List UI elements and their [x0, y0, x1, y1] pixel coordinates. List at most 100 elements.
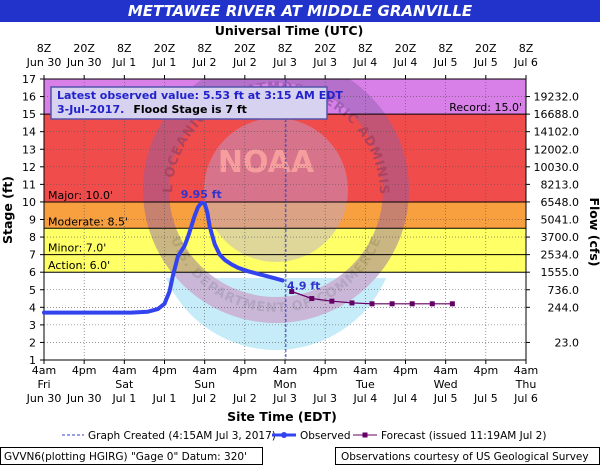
y-right-tick-label-8: 3700.0 [541, 231, 580, 244]
x-top-date-5: Jul 2 [232, 56, 257, 69]
x-top-time-1: 20Z [73, 42, 95, 55]
watermark-ring [143, 79, 409, 323]
forecast-point [349, 300, 355, 306]
x-bottom-day-12: Thu [515, 378, 537, 391]
x-top-time-11: 20Z [475, 42, 497, 55]
x-top-time-2: 8Z [117, 42, 132, 55]
x-bottom-day-10: Wed [434, 378, 458, 391]
y-left-tick-label-1: 1 [29, 354, 36, 367]
legend-observed-marker [281, 432, 287, 438]
observed-point [146, 310, 150, 314]
observed-point [196, 205, 200, 209]
forecast-point [409, 301, 415, 307]
y-right-tick-label-6: 1555.0 [541, 266, 580, 279]
x-top-date-11: Jul 5 [473, 56, 498, 69]
x-bottom-day-4: Sun [194, 378, 215, 391]
y-left-tick-label-15: 15 [22, 108, 36, 121]
x-bottom-time-1: 4pm [72, 364, 97, 377]
y-right-tick-label-2: 23.0 [555, 336, 580, 349]
x-bottom-time-8: 4am [353, 364, 377, 377]
x-bottom-time-2: 4am [112, 364, 136, 377]
x-top-time-9: 20Z [395, 42, 417, 55]
x-top-date-4: Jul 2 [192, 56, 217, 69]
info-date: 3-Jul-2017. [57, 103, 124, 116]
observed-point [62, 310, 66, 315]
x-bottom-day-8: Tue [355, 378, 375, 391]
x-bottom-date-10: Jul 5 [433, 392, 458, 405]
observed-point [95, 310, 100, 315]
observed-point [193, 214, 197, 218]
info-box: Latest observed value: 5.53 ft at 3:15 A… [50, 86, 343, 120]
observed-point [156, 307, 160, 311]
x-top-date-10: Jul 5 [433, 56, 458, 69]
x-top-time-12: 8Z [519, 42, 534, 55]
observed-point [223, 258, 227, 262]
x-top-date-6: Jul 3 [272, 56, 297, 69]
info-flood-stage-text: Flood Stage is 7 ft [133, 103, 247, 116]
observed-point [171, 274, 175, 278]
x-bottom-time-11: 4pm [473, 364, 498, 377]
legend: Graph Created (4:15AM Jul 3, 2017) Obser… [62, 430, 546, 442]
x-top-date-9: Jul 4 [393, 56, 418, 69]
x-bottom-time-3: 4pm [152, 364, 177, 377]
footer-datum: GVVN6(plotting HGIRG) "Gage 0" Datum: 32… [4, 451, 247, 463]
x-top-time-10: 8Z [438, 42, 453, 55]
x-bottom-day-6: Mon [273, 378, 296, 391]
chart-title: METTAWEE RIVER AT MIDDLE GRANVILLE [128, 2, 473, 20]
forecast-point [389, 301, 395, 307]
x-bottom-date-0: Jun 30 [26, 392, 62, 405]
y-right-title: Flow (cfs) [587, 197, 600, 266]
y-right-tick-label-11: 8213.0 [541, 178, 580, 191]
zone-label-action: Action: 6.0' [48, 259, 110, 272]
observed-point [162, 302, 167, 306]
forecast-start-label: 4.9 ft [287, 280, 320, 293]
watermark-noaa: NOAA [218, 145, 315, 180]
axes: 123456789101112131415161723.0244.0736.01… [22, 42, 579, 405]
x-bottom-time-12: 4am [514, 364, 538, 377]
y-right-tick-label-14: 14102.0 [534, 126, 580, 139]
observed-point [256, 272, 260, 276]
peak-label: 9.95 ft [181, 188, 222, 201]
y-right-tick-label-4: 244.0 [548, 301, 580, 314]
y-left-tick-label-16: 16 [22, 91, 36, 104]
x-top-date-2: Jul 1 [111, 56, 136, 69]
y-left-tick-label-10: 10 [22, 196, 36, 209]
y-left-title: Stage (ft) [0, 176, 15, 244]
forecast-point [309, 296, 315, 302]
observed-point [186, 235, 190, 239]
x-top-date-3: Jul 1 [152, 56, 177, 69]
x-bottom-time-6: 4am [273, 364, 297, 377]
x-top-time-7: 20Z [314, 42, 336, 55]
observed-point [167, 289, 172, 294]
bottom-axis-title: Site Time (EDT) [227, 409, 337, 424]
x-top-time-3: 20Z [154, 42, 176, 55]
observed-point [208, 224, 212, 229]
y-right-tick-label-5: 736.0 [548, 284, 580, 297]
observed-point [236, 266, 240, 270]
x-bottom-date-9: Jul 4 [393, 392, 418, 405]
x-top-date-8: Jul 4 [352, 56, 377, 69]
y-left-tick-label-12: 12 [22, 161, 36, 174]
y-left-tick-label-8: 8 [29, 231, 36, 244]
y-left-tick-label-6: 6 [29, 266, 36, 279]
observed-point [273, 276, 277, 280]
y-left-tick-label-7: 7 [29, 249, 36, 262]
x-bottom-day-0: Fri [37, 378, 50, 391]
observed-point [246, 269, 250, 273]
footer: GVVN6(plotting HGIRG) "Gage 0" Datum: 32… [0, 447, 600, 465]
x-bottom-date-11: Jul 5 [473, 392, 498, 405]
title-bar [0, 0, 600, 22]
x-top-time-5: 20Z [234, 42, 256, 55]
observed-point [218, 253, 222, 257]
x-bottom-time-0: 4am [32, 364, 56, 377]
y-right-tick-label-9: 5041.0 [541, 214, 580, 227]
footer-credit: Observations courtesy of US Geological S… [341, 451, 589, 463]
y-right-tick-label-12: 10030.0 [534, 161, 580, 174]
forecast-point [449, 301, 455, 307]
x-top-time-6: 8Z [278, 42, 293, 55]
y-left-tick-label-11: 11 [22, 178, 36, 191]
info-flood-stage: 3-Jul-2017. Flood Stage is 7 ft [57, 98, 247, 117]
zone-label-minor: Minor: 7.0' [48, 242, 106, 255]
y-left-tick-label-13: 13 [22, 143, 36, 156]
y-right-tick-label-16: 19232.0 [534, 91, 580, 104]
